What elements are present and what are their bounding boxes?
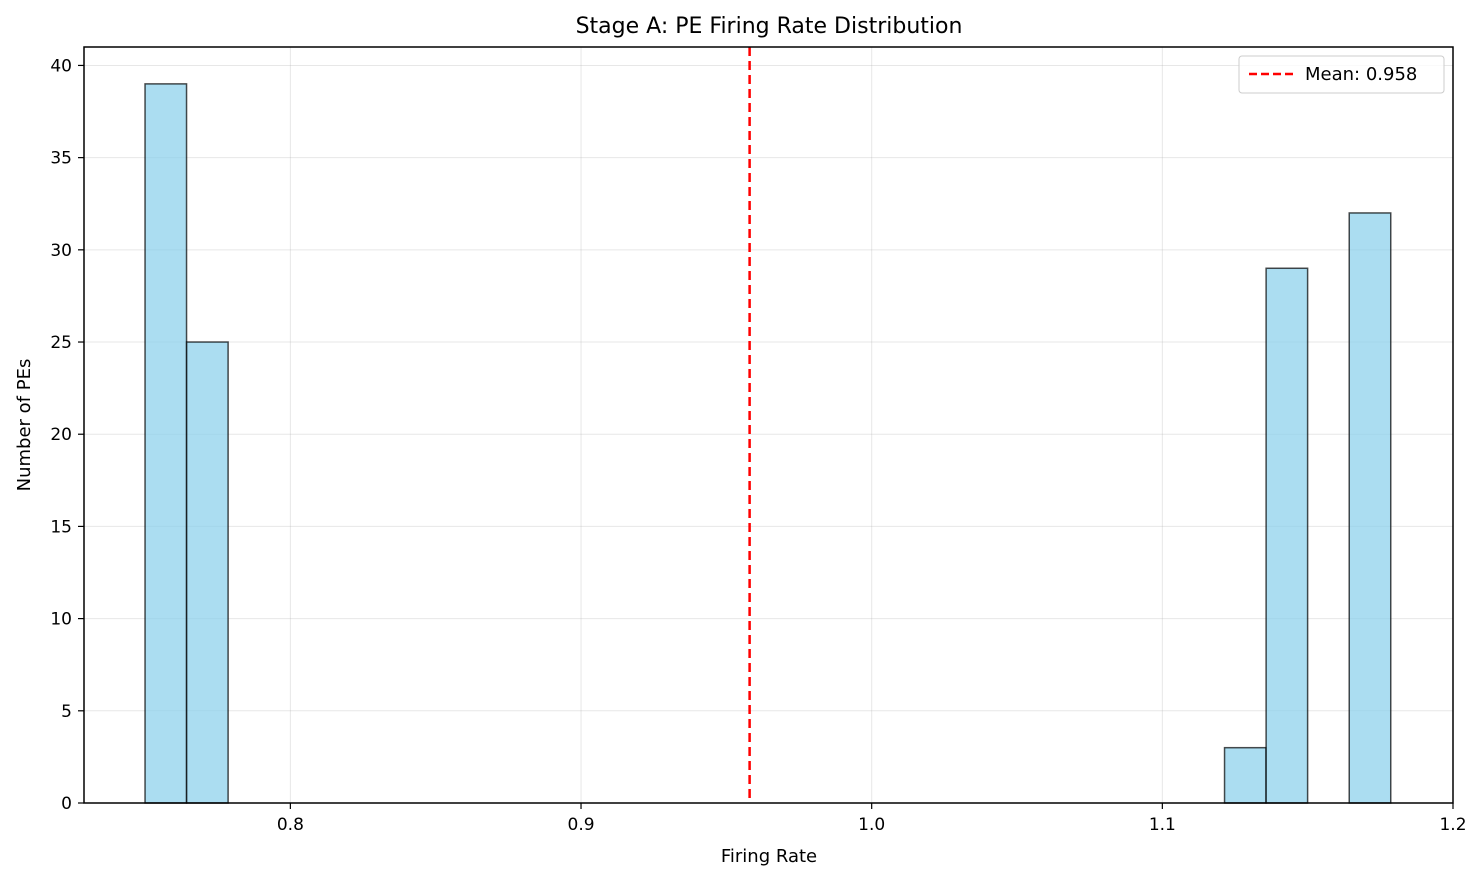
plot-frame (83, 46, 1454, 804)
histogram-bar (144, 83, 188, 804)
legend-mean-label: Mean: 0.958 (1305, 64, 1417, 85)
y-tick-label: 0 (61, 794, 72, 814)
y-tick-label: 25 (50, 333, 72, 353)
x-tick-label: 0.8 (277, 815, 304, 835)
y-tick-label: 40 (50, 56, 72, 76)
x-tick-label: 1.1 (1149, 815, 1176, 835)
chart-title: Stage A: PE Firing Rate Distribution (576, 14, 963, 39)
y-tick-label: 10 (50, 610, 72, 630)
x-tick-label: 0.9 (568, 815, 595, 835)
legend-box (1238, 55, 1445, 94)
bars (144, 83, 1392, 804)
x-axis-label: Firing Rate (721, 846, 817, 867)
y-tick-label: 35 (50, 149, 72, 169)
histogram-bar (1348, 212, 1392, 804)
grid (84, 47, 1454, 804)
y-tick-label: 5 (61, 702, 72, 722)
histogram-bar (1223, 746, 1267, 804)
legend: Mean: 0.958 (1238, 55, 1445, 94)
y-tick-label: 20 (50, 425, 72, 445)
y-tick-label: 15 (50, 517, 72, 537)
histogram-bar (185, 341, 229, 804)
y-axis-label: Number of PEs (14, 359, 35, 492)
y-tick-label: 30 (50, 241, 72, 261)
x-tick-label: 1.2 (1439, 815, 1466, 835)
x-tick-label: 1.0 (858, 815, 885, 835)
y-axis-ticks: 0 5 10 15 20 25 30 35 40 (50, 56, 84, 814)
histogram-bar (1265, 267, 1309, 804)
x-axis-ticks: 0.8 0.9 1.0 1.1 1.2 (277, 803, 1467, 835)
